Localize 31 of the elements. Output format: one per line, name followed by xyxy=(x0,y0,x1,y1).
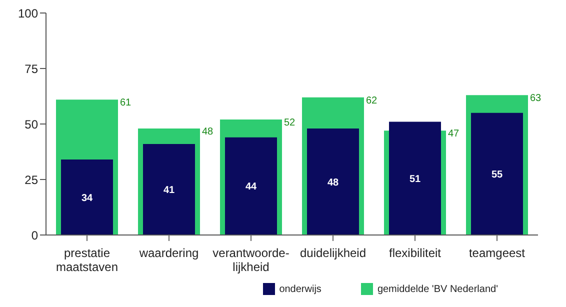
data-label: 34 xyxy=(81,192,93,204)
data-label: 48 xyxy=(327,177,339,188)
x-tick-label: prestatie maatstaven xyxy=(56,246,118,274)
data-label: 48 xyxy=(202,126,214,138)
x-tick-label: duidelijkheid xyxy=(300,246,366,260)
x-tick-label: verantwoorde- lijkheid xyxy=(212,246,290,274)
data-label: 61 xyxy=(120,98,132,109)
data-label: 63 xyxy=(530,93,542,104)
bar xyxy=(389,122,441,235)
y-tick-label: 25 xyxy=(24,172,38,187)
data-label: 51 xyxy=(409,174,421,185)
data-label: 47 xyxy=(448,128,460,140)
data-label: 52 xyxy=(284,118,296,129)
data-label: 55 xyxy=(491,170,503,180)
bar xyxy=(143,144,195,235)
bar xyxy=(307,128,359,235)
x-tick-label: waardering xyxy=(138,246,199,260)
data-label: 44 xyxy=(245,182,257,193)
x-tick-label: teamgeest xyxy=(468,246,526,260)
y-tick-label: 50 xyxy=(24,117,38,132)
bar xyxy=(471,112,523,235)
x-tick-label: flexibiliteit xyxy=(388,246,442,260)
data-label: 62 xyxy=(366,95,378,106)
legend-label: gemiddelde 'BV Nederland' xyxy=(377,284,498,295)
legend-label: onderwijs xyxy=(279,284,322,295)
data-label: 41 xyxy=(163,185,175,196)
y-tick-label: 75 xyxy=(24,62,38,76)
bar xyxy=(61,160,113,235)
y-tick-label: 100 xyxy=(18,6,38,20)
bar xyxy=(225,137,277,235)
y-tick-label: 0 xyxy=(31,228,38,242)
